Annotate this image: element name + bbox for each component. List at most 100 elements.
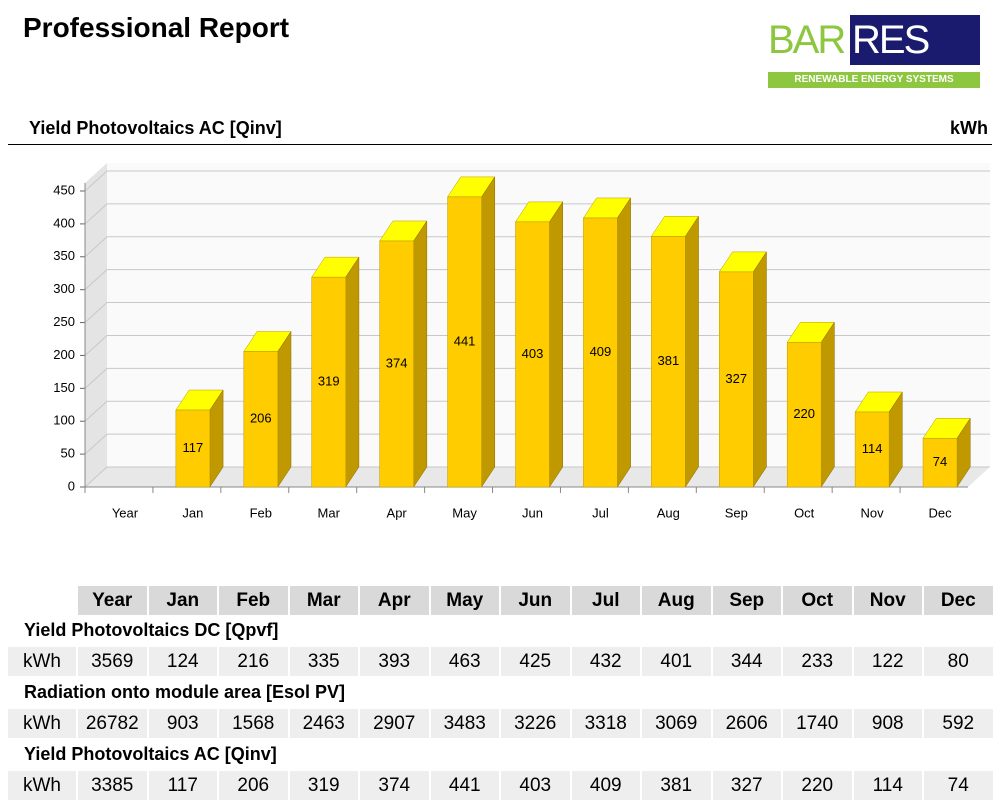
chart: 0 50 100 150 200 250 300 350 400 450 Year Jan 117 Feb… [53, 163, 990, 520]
value-cell: 344 [712, 647, 781, 676]
bar [583, 217, 618, 488]
bar-value-label: 409 [590, 344, 612, 359]
data-row: kWh 3569 124 216 335 393 463 425 432 401 344 233 122… [0, 647, 1000, 676]
column-header: Nov [853, 586, 922, 615]
value-cell: 335 [289, 647, 358, 676]
value-cell: 3483 [430, 709, 499, 738]
value-cell: 216 [219, 647, 288, 676]
chart-header: Yield Photovoltaics AC [Qinv] kWh [8, 114, 992, 145]
bar [651, 236, 686, 488]
y-tick-label: 350 [53, 248, 75, 263]
bar [786, 342, 822, 488]
value-cell: 114 [853, 771, 922, 800]
bar-value-label: 220 [793, 406, 815, 421]
column-header: Jan [148, 586, 217, 615]
column-header: Jun [501, 586, 570, 615]
value-cell: 233 [783, 647, 852, 676]
column-header: Mar [289, 586, 358, 615]
grid-line [84, 203, 990, 225]
value-cell: 908 [853, 709, 922, 738]
bar-value-label: 74 [933, 454, 947, 469]
back-wall [85, 163, 107, 487]
y-tick-label: 400 [53, 215, 75, 230]
report-title: Professional Report [23, 12, 290, 43]
bar-side [345, 256, 360, 488]
data-row: kWh 3385 117 206 319 374 441 403 409 381 327 220 114… [0, 771, 1000, 800]
logo-tagline: RENEWABLE ENERGY SYSTEMS [768, 72, 980, 88]
bar-value-label: 114 [862, 441, 883, 456]
logo-text: BAR [768, 18, 846, 62]
value-cell: 592 [924, 709, 993, 738]
bar-side [277, 330, 292, 488]
column-header: Feb [219, 586, 288, 615]
value-cell: 393 [360, 647, 429, 676]
x-tick-label: Jun [522, 505, 543, 520]
bar [854, 411, 890, 488]
column-header: May [430, 586, 499, 615]
grid-line [84, 170, 990, 192]
value-cell: 220 [783, 771, 852, 800]
bar-value-label: 206 [250, 411, 272, 426]
value-cell: 425 [501, 647, 570, 676]
column-header: Oct [783, 586, 852, 615]
value-cell: 319 [289, 771, 358, 800]
bar-side [685, 215, 699, 488]
bar [922, 438, 958, 488]
bar-value-label: 117 [183, 440, 204, 455]
y-tick-label: 450 [53, 182, 75, 197]
x-tick-label: Jul [592, 505, 609, 520]
x-tick-label: Oct [794, 505, 815, 520]
value-cell: 381 [642, 771, 711, 800]
bar-value-label: 441 [454, 333, 476, 348]
value-cell: 401 [642, 647, 711, 676]
x-tick-label: Year [112, 505, 139, 520]
y-tick-label: 200 [53, 347, 75, 362]
bar-side [481, 176, 496, 488]
unit-cell: kWh [8, 709, 76, 738]
section-title: Yield Photovoltaics AC [Qinv] [24, 744, 277, 764]
logo: BAR RES RENEWABLE ENERGY SYSTEMS [768, 15, 980, 91]
value-cell: 409 [571, 771, 640, 800]
value-cell: 2907 [360, 709, 429, 738]
y-tick-label: 50 [61, 446, 75, 461]
value-cell: 3318 [571, 709, 640, 738]
section-title: Radiation onto module area [Esol PV] [24, 682, 346, 702]
x-tick-label: Apr [387, 505, 408, 520]
value-cell: 26782 [78, 709, 147, 738]
column-header: Year [78, 586, 147, 615]
value-cell: 374 [360, 771, 429, 800]
column-header: Sep [712, 586, 781, 615]
value-cell: 3069 [642, 709, 711, 738]
value-cell: 206 [219, 771, 288, 800]
x-tick-label: Aug [657, 505, 680, 520]
bar [175, 409, 211, 488]
value-cell: 1740 [783, 709, 852, 738]
x-tick-label: Sep [725, 505, 748, 520]
bar-value-label: 403 [522, 346, 544, 361]
value-cell: 903 [148, 709, 217, 738]
value-cell: 74 [924, 771, 993, 800]
x-tick-label: Dec [928, 505, 952, 520]
y-tick-label: 300 [53, 281, 75, 296]
column-header: Jul [571, 586, 640, 615]
y-tick-label: 0 [68, 478, 75, 493]
x-tick-label: Mar [318, 505, 341, 520]
value-cell: 3385 [78, 771, 147, 800]
bar-side [549, 201, 563, 488]
y-tick-label: 150 [53, 380, 75, 395]
x-tick-label: May [452, 505, 477, 520]
bar [447, 196, 482, 488]
x-tick-label: Jan [182, 505, 203, 520]
chart-title: Yield Photovoltaics AC [Qinv] [29, 118, 282, 138]
column-header: Dec [924, 586, 993, 615]
x-tick-label: Nov [861, 505, 885, 520]
value-cell: 432 [571, 647, 640, 676]
value-cell: 327 [712, 771, 781, 800]
x-tick-label: Feb [250, 505, 272, 520]
value-cell: 2606 [712, 709, 781, 738]
section-title: Yield Photovoltaics DC [Qpvf] [24, 620, 279, 640]
logo-text: RES [850, 15, 980, 65]
value-cell: 441 [430, 771, 499, 800]
unit-cell: kWh [8, 647, 76, 676]
